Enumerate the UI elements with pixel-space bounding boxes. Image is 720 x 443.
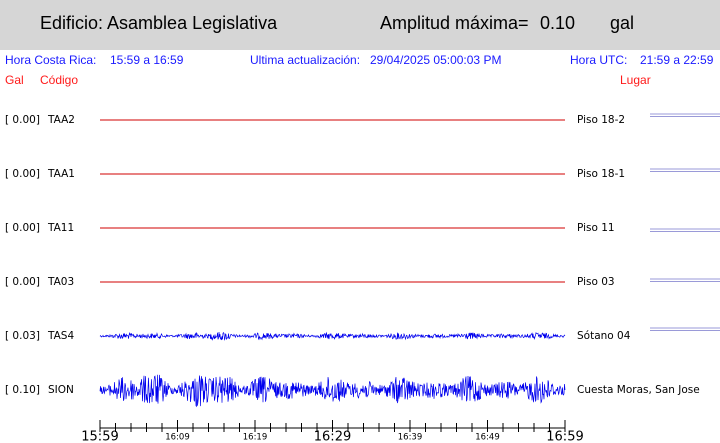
utc-time: 21:59 a 22:59 bbox=[640, 53, 714, 67]
time-label: 16:19 bbox=[243, 433, 268, 443]
updated: 29/04/2025 05:00:03 PM bbox=[370, 53, 501, 67]
local-time: 15:59 a 16:59 bbox=[110, 53, 184, 67]
channel-place: Piso 18-2 bbox=[577, 114, 625, 126]
channel-code: TA11 bbox=[47, 222, 74, 234]
place-column: Lugar bbox=[620, 73, 651, 87]
time-label: 16:49 bbox=[475, 433, 500, 443]
channel-code: TAA1 bbox=[47, 168, 75, 180]
channel-place: Sótano 04 bbox=[577, 330, 631, 342]
building: Edificio: Asamblea Legislativa bbox=[40, 13, 278, 33]
channel-place: Piso 11 bbox=[577, 222, 615, 234]
utc-label: Hora UTC: bbox=[570, 53, 627, 67]
time-label: 15:59 bbox=[81, 430, 118, 443]
channel-amplitude: [ 0.00] bbox=[5, 276, 40, 288]
channel-code: TAA2 bbox=[47, 114, 75, 126]
channel-amplitude: [ 0.10] bbox=[5, 384, 40, 396]
time-label: 16:09 bbox=[165, 433, 190, 443]
max-amplitude: 0.10 bbox=[540, 13, 575, 33]
channel-amplitude: [ 0.00] bbox=[5, 222, 40, 234]
trace bbox=[99, 374, 566, 408]
time-label: 16:39 bbox=[398, 433, 423, 443]
unit: gal bbox=[610, 13, 634, 33]
channel-code: TAS4 bbox=[47, 330, 74, 342]
time-label: 16:59 bbox=[546, 430, 583, 443]
max-amplitude-label: Amplitud máxima= bbox=[380, 13, 529, 33]
header-bar bbox=[0, 0, 720, 50]
channel-code: TA03 bbox=[47, 276, 74, 288]
channel-amplitude: [ 0.00] bbox=[5, 168, 40, 180]
time-label: 16:29 bbox=[314, 430, 351, 443]
trace bbox=[99, 331, 566, 341]
updated-label: Ultima actualización: bbox=[250, 53, 360, 67]
channel-amplitude: [ 0.03] bbox=[5, 330, 40, 342]
channel-place: Piso 18-1 bbox=[577, 168, 625, 180]
channel-place: Cuesta Moras, San Jose bbox=[577, 384, 700, 396]
local-time-label: Hora Costa Rica: bbox=[5, 53, 96, 67]
channel-code: SION bbox=[48, 384, 74, 396]
channel-amplitude: [ 0.00] bbox=[5, 114, 40, 126]
gal-column: Gal bbox=[5, 73, 24, 87]
channel-place: Piso 03 bbox=[577, 276, 615, 288]
code-column: Código bbox=[40, 73, 78, 87]
